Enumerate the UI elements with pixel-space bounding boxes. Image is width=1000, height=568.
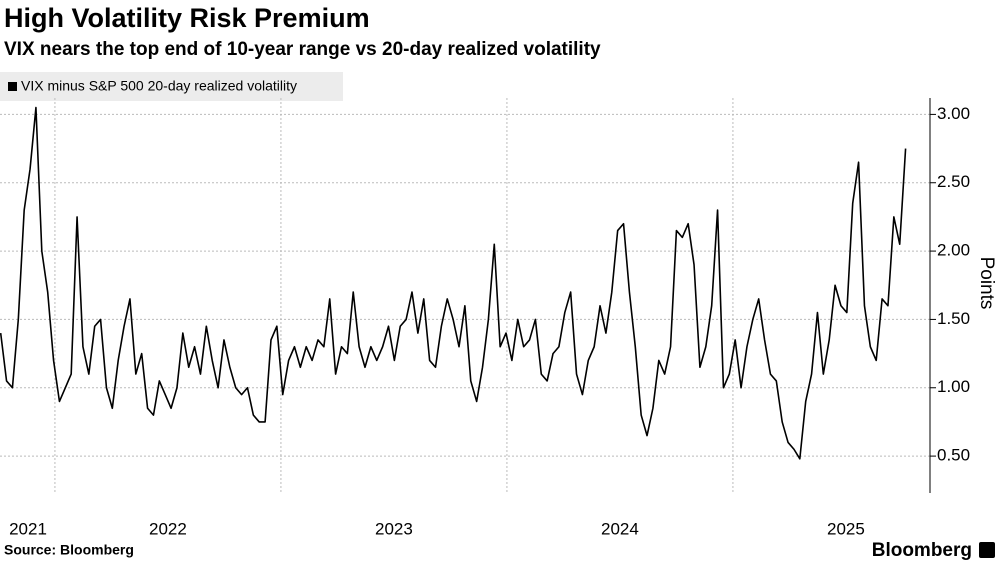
x-tick-label: 2021	[9, 519, 47, 538]
data-line	[0, 106, 907, 460]
y-tick-label: 2.00	[937, 241, 970, 260]
legend-box	[0, 72, 343, 101]
x-tick-label: 2022	[149, 519, 187, 538]
x-tick-label: 2023	[375, 519, 413, 538]
legend-swatch	[8, 82, 17, 91]
y-tick-label: 2.50	[937, 172, 970, 191]
y-tick-label: 3.00	[937, 104, 970, 123]
legend-label: VIX minus S&P 500 20-day realized volati…	[21, 78, 297, 94]
y-tick-label: 1.50	[937, 309, 970, 328]
chart-subtitle: VIX nears the top end of 10-year range v…	[4, 39, 601, 60]
y-tick-label: 1.00	[937, 377, 970, 396]
x-tick-label: 2025	[827, 519, 865, 538]
x-tick-label: 2024	[601, 519, 639, 538]
chart-title: High Volatility Risk Premium	[4, 3, 370, 33]
brand: Bloomberg	[872, 540, 972, 561]
source: Source: Bloomberg	[4, 542, 134, 558]
y-tick-label: 0.50	[937, 446, 970, 465]
brand-icon	[979, 542, 995, 558]
y-axis-label: Points	[976, 257, 997, 310]
